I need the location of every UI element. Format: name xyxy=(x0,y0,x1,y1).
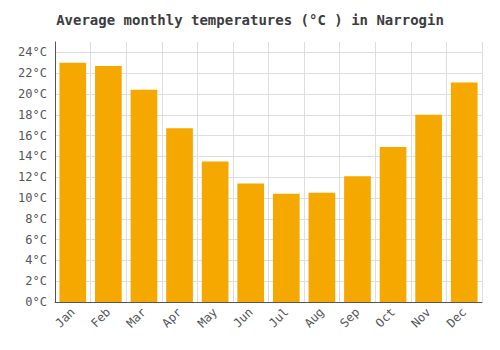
svg-text:Mar: Mar xyxy=(124,305,149,330)
svg-text:6°C: 6°C xyxy=(25,233,47,247)
svg-text:Feb: Feb xyxy=(88,305,113,330)
svg-text:Nov: Nov xyxy=(408,305,433,330)
svg-text:Average monthly temperatures (: Average monthly temperatures (°C ) in Na… xyxy=(56,12,444,28)
svg-text:4°C: 4°C xyxy=(25,253,47,267)
svg-text:Aug: Aug xyxy=(302,305,327,330)
svg-text:Dec: Dec xyxy=(444,305,469,330)
svg-text:10°C: 10°C xyxy=(18,191,47,205)
svg-text:May: May xyxy=(195,305,220,330)
svg-text:2°C: 2°C xyxy=(25,274,47,288)
svg-text:0°C: 0°C xyxy=(25,295,47,309)
svg-text:Apr: Apr xyxy=(159,305,184,330)
svg-text:Sep: Sep xyxy=(337,305,362,330)
svg-text:Jun: Jun xyxy=(230,305,255,330)
svg-text:12°C: 12°C xyxy=(18,170,47,184)
svg-text:8°C: 8°C xyxy=(25,212,47,226)
svg-text:22°C: 22°C xyxy=(18,66,47,80)
svg-text:24°C: 24°C xyxy=(18,45,47,59)
svg-text:16°C: 16°C xyxy=(18,129,47,143)
svg-text:20°C: 20°C xyxy=(18,87,47,101)
svg-text:Oct: Oct xyxy=(373,305,398,330)
svg-text:14°C: 14°C xyxy=(18,149,47,163)
svg-text:Jan: Jan xyxy=(53,305,78,330)
svg-text:Jul: Jul xyxy=(266,305,291,330)
svg-text:18°C: 18°C xyxy=(18,108,47,122)
